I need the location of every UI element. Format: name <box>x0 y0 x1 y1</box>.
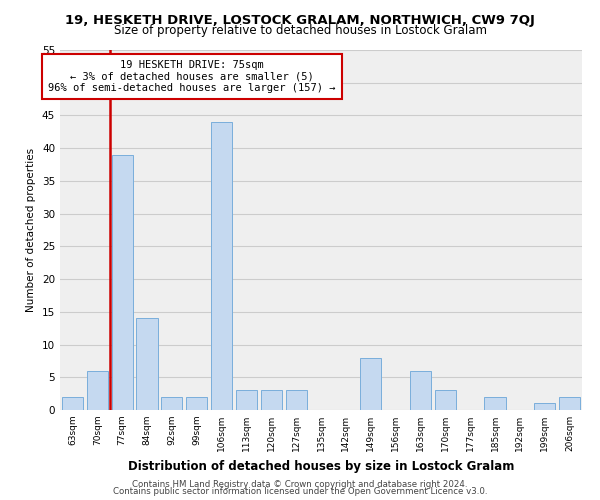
Text: Size of property relative to detached houses in Lostock Gralam: Size of property relative to detached ho… <box>113 24 487 37</box>
Bar <box>435 390 456 410</box>
Bar <box>534 404 555 410</box>
Text: Contains HM Land Registry data © Crown copyright and database right 2024.: Contains HM Land Registry data © Crown c… <box>132 480 468 489</box>
Bar <box>62 397 83 410</box>
X-axis label: Distribution of detached houses by size in Lostock Gralam: Distribution of detached houses by size … <box>128 460 514 472</box>
Text: Contains public sector information licensed under the Open Government Licence v3: Contains public sector information licen… <box>113 487 487 496</box>
Bar <box>112 154 133 410</box>
Y-axis label: Number of detached properties: Number of detached properties <box>26 148 37 312</box>
Bar <box>559 397 580 410</box>
Bar <box>136 318 158 410</box>
Bar <box>261 390 282 410</box>
Bar <box>360 358 381 410</box>
Bar <box>161 397 182 410</box>
Bar <box>286 390 307 410</box>
Bar <box>484 397 506 410</box>
Bar <box>410 370 431 410</box>
Bar <box>211 122 232 410</box>
Bar <box>186 397 207 410</box>
Bar <box>236 390 257 410</box>
Bar <box>87 370 108 410</box>
Text: 19, HESKETH DRIVE, LOSTOCK GRALAM, NORTHWICH, CW9 7QJ: 19, HESKETH DRIVE, LOSTOCK GRALAM, NORTH… <box>65 14 535 27</box>
Text: 19 HESKETH DRIVE: 75sqm
← 3% of detached houses are smaller (5)
96% of semi-deta: 19 HESKETH DRIVE: 75sqm ← 3% of detached… <box>48 60 335 93</box>
